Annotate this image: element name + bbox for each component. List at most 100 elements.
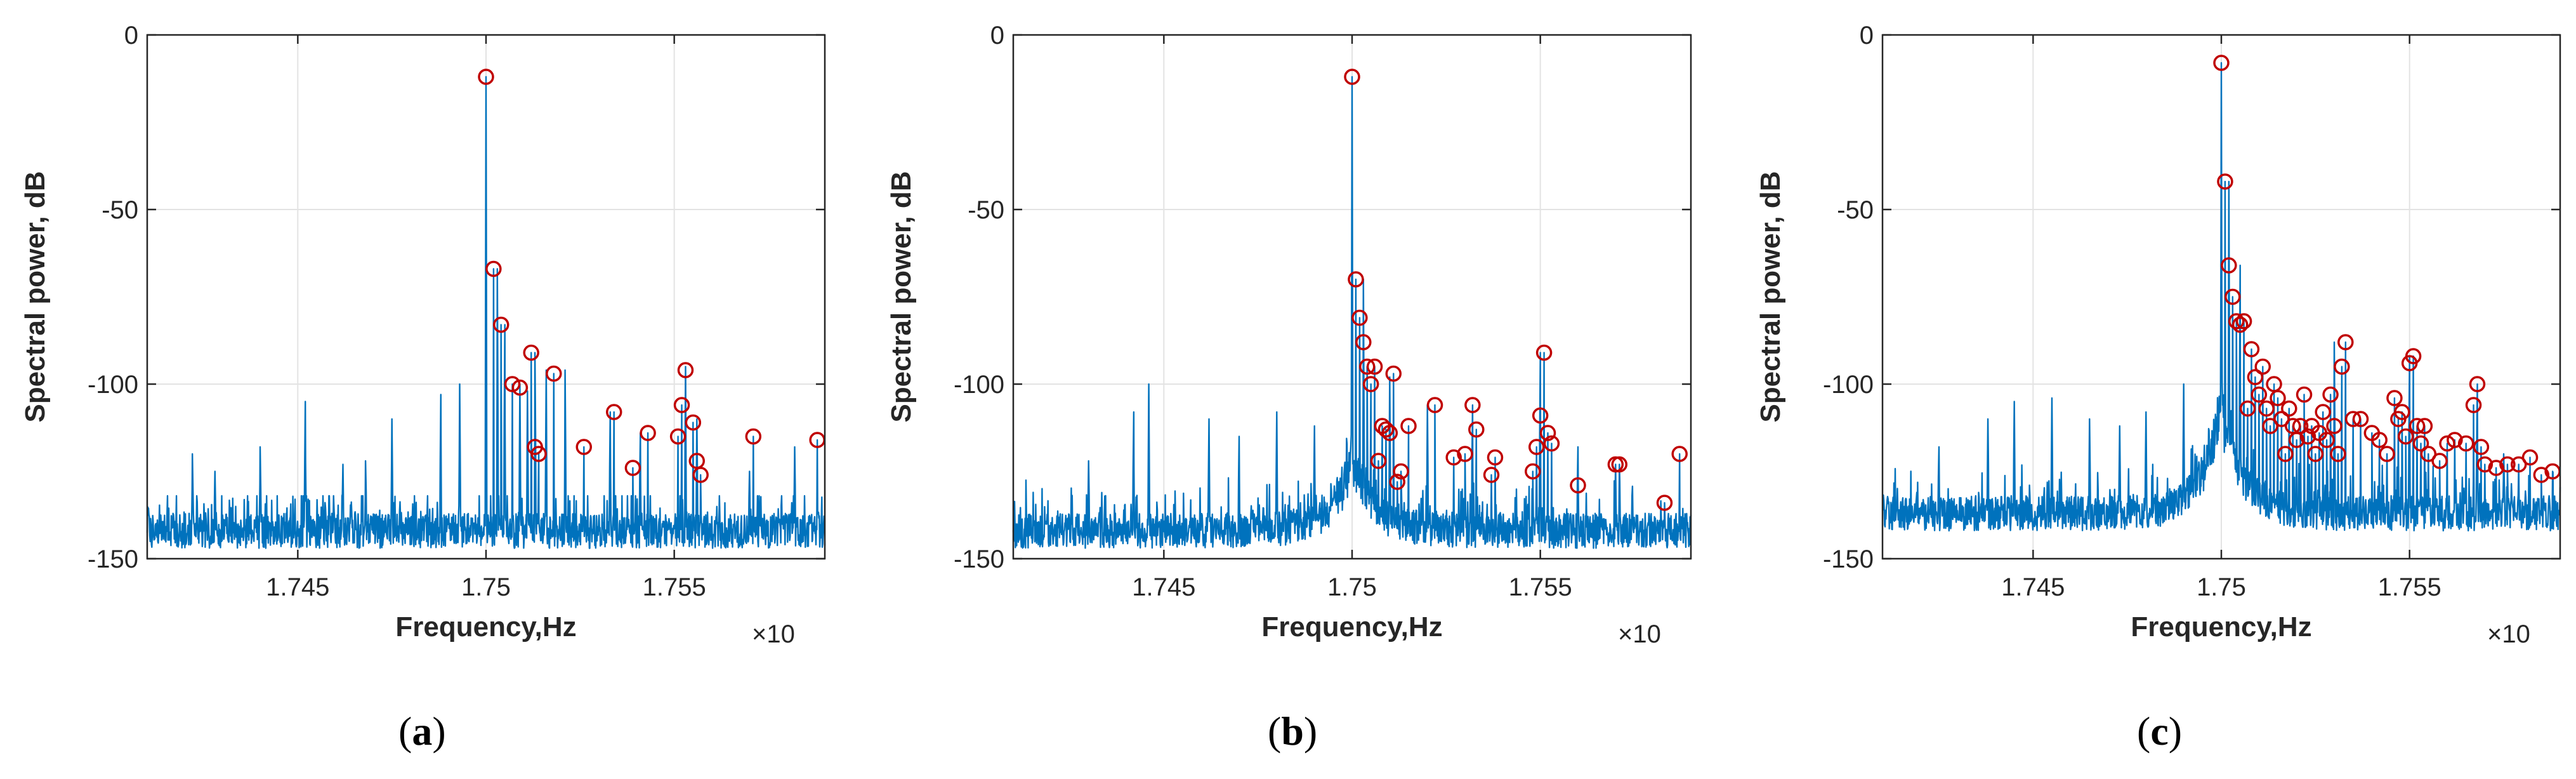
peak-marker xyxy=(2337,334,2354,350)
y-tick-label: 0 xyxy=(1860,22,1874,50)
peak-marker xyxy=(1362,376,1379,392)
peak-marker xyxy=(2322,386,2339,403)
x-tick-label: 1.745 xyxy=(266,573,329,601)
peak-marker xyxy=(2258,400,2275,417)
y-tick-label: -50 xyxy=(968,196,1004,224)
chart-panel-c: 1.745 1.75 1.755 0 -50 -100 -150 Frequency,Hz Sp… xyxy=(1755,22,2561,648)
y-tick-label: -100 xyxy=(954,371,1004,399)
peak-marker xyxy=(2431,453,2448,469)
peak-marker xyxy=(1358,358,1376,375)
peak-marker xyxy=(2465,397,2482,413)
peak-marker xyxy=(1393,463,1409,480)
peak-marker xyxy=(2224,288,2241,305)
peak-marker xyxy=(2221,257,2237,274)
peak-marker xyxy=(2397,428,2414,445)
y-tick-label: -100 xyxy=(1823,371,1874,399)
peak-marker xyxy=(1351,309,1368,326)
peak-marker xyxy=(745,428,762,445)
peak-marker xyxy=(1348,271,1364,288)
y-axis-label: Spectral power, dB xyxy=(1755,171,1786,422)
peak-marker xyxy=(511,379,529,396)
peak-marker xyxy=(2379,446,2395,462)
chart-panel-b: 1.745 1.75 1.755 0 -50 -100 -150 Frequency,Hz Sp… xyxy=(886,22,1692,648)
peak-marker xyxy=(677,362,694,378)
peak-marker xyxy=(692,467,709,483)
spectrum-series xyxy=(146,76,826,549)
peak-marker xyxy=(624,460,641,476)
peak-marker xyxy=(2469,376,2486,392)
peak-marker xyxy=(2254,358,2271,375)
peak-marker xyxy=(1366,358,1383,375)
peak-marker xyxy=(1389,474,1405,490)
peak-marker xyxy=(2416,418,2433,434)
peak-marker xyxy=(2318,432,2335,448)
peak-marker xyxy=(2334,358,2350,375)
x-tick-label: 1.745 xyxy=(2001,573,2065,601)
peak-marker xyxy=(1400,418,1417,434)
peak-marker xyxy=(2439,435,2455,452)
peak-marker xyxy=(1445,449,1462,466)
x-axis-exponent: ×10 xyxy=(752,620,795,648)
peak-marker xyxy=(2273,411,2290,427)
y-tick-label: -50 xyxy=(102,196,138,224)
peak-marker xyxy=(1370,453,1387,469)
chart-panel-a: 1.745 1.75 1.755 0 -50 -100 -150 Frequency,Hz Sp… xyxy=(20,22,826,648)
peak-marker xyxy=(1535,344,1553,361)
peak-marker xyxy=(2533,467,2550,483)
peak-marker xyxy=(2521,449,2539,466)
peak-marker xyxy=(2420,446,2437,462)
y-tick-label: 0 xyxy=(124,22,138,50)
spectrum-series xyxy=(1012,76,1692,549)
peak-marker xyxy=(669,428,687,445)
peak-marker xyxy=(2408,418,2426,434)
peak-marker xyxy=(2326,418,2343,434)
peak-marker xyxy=(2352,411,2369,427)
peak-marker xyxy=(1381,425,1398,441)
peak-marker xyxy=(1355,334,1372,350)
peak-marker xyxy=(2292,418,2309,434)
peak-marker xyxy=(1539,425,1556,441)
peak-marker xyxy=(1656,495,1673,511)
x-tick-label: 1.755 xyxy=(2378,573,2441,601)
x-tick-label: 1.75 xyxy=(2197,573,2246,601)
peak-marker xyxy=(2457,435,2474,452)
caption-b: (b) xyxy=(1268,709,1318,754)
peak-marker xyxy=(2251,386,2268,403)
peak-marker xyxy=(1611,456,1628,473)
peak-marker xyxy=(673,397,690,413)
peak-marker xyxy=(2235,313,2252,330)
peak-marker xyxy=(2277,446,2294,462)
x-tick-label: 1.755 xyxy=(643,573,706,601)
peak-marker xyxy=(1525,463,1541,480)
peak-marker xyxy=(2315,404,2331,420)
x-axis-exponent: ×10 xyxy=(2487,620,2530,648)
x-axis-exponent: ×10 xyxy=(1618,620,1661,648)
peak-marker xyxy=(492,316,509,333)
peak-marker xyxy=(2344,411,2362,427)
peak-marker xyxy=(546,365,562,382)
y-axis-label: Spectral power, dB xyxy=(886,171,917,422)
peak-marker xyxy=(2330,446,2346,462)
peak-marker xyxy=(1464,397,1481,413)
y-tick-label: -150 xyxy=(954,545,1004,573)
peak-marker xyxy=(2296,386,2313,403)
peak-marker xyxy=(2473,439,2490,455)
caption-c: (c) xyxy=(2137,709,2183,754)
peak-marker xyxy=(2371,432,2388,448)
peak-marker xyxy=(1671,446,1688,462)
x-axis-label: Frequency,Hz xyxy=(1261,611,1442,643)
x-tick-label: 1.755 xyxy=(1509,573,1572,601)
peak-marker xyxy=(1543,435,1560,452)
peak-marker xyxy=(1487,449,1504,466)
peak-marker xyxy=(2476,456,2494,473)
peak-marker xyxy=(530,446,547,462)
peak-marker xyxy=(1483,467,1500,483)
peak-marker xyxy=(1377,421,1395,438)
peak-marker xyxy=(1344,69,1360,85)
peak-marker xyxy=(1385,365,1402,382)
y-tick-label: -100 xyxy=(88,371,138,399)
peak-marker xyxy=(1468,421,1485,438)
peak-marker xyxy=(2231,316,2249,333)
peak-marker xyxy=(605,404,622,420)
x-axis-label: Frequency,Hz xyxy=(2131,611,2311,643)
